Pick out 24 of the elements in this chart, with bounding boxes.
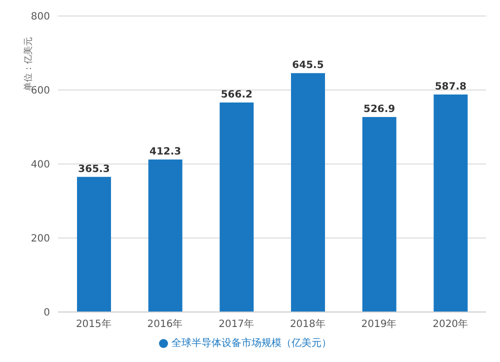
y-tick-label: 400: [30, 160, 50, 171]
data-label: 412.3: [150, 146, 182, 158]
data-label: 645.5: [292, 60, 324, 72]
x-tick-label: 2015年: [76, 318, 112, 330]
data-label: 566.2: [220, 90, 253, 101]
y-tick-label: 800: [30, 12, 50, 23]
bar: [148, 159, 182, 312]
x-tick-label: 2016年: [147, 318, 183, 330]
x-tick-label: 2017年: [218, 318, 254, 330]
data-label: 587.8: [434, 82, 467, 93]
data-label: 526.9: [364, 104, 396, 116]
bar: [77, 176, 111, 312]
bar: [291, 73, 325, 312]
x-tick-label: 2019年: [361, 318, 397, 330]
data-label: 365.3: [78, 164, 110, 175]
x-tick-label: 2018年: [290, 318, 326, 330]
x-tick-label: 2020年: [432, 318, 468, 330]
y-tick-label: 200: [30, 234, 50, 245]
y-tick-label: 600: [30, 86, 50, 97]
legend-label: 全球半导体设备市场规模（亿美元）: [172, 338, 332, 349]
bar: [434, 94, 468, 312]
bar: [362, 117, 396, 312]
bar: [220, 102, 254, 312]
y-tick-label: 0: [44, 308, 50, 319]
